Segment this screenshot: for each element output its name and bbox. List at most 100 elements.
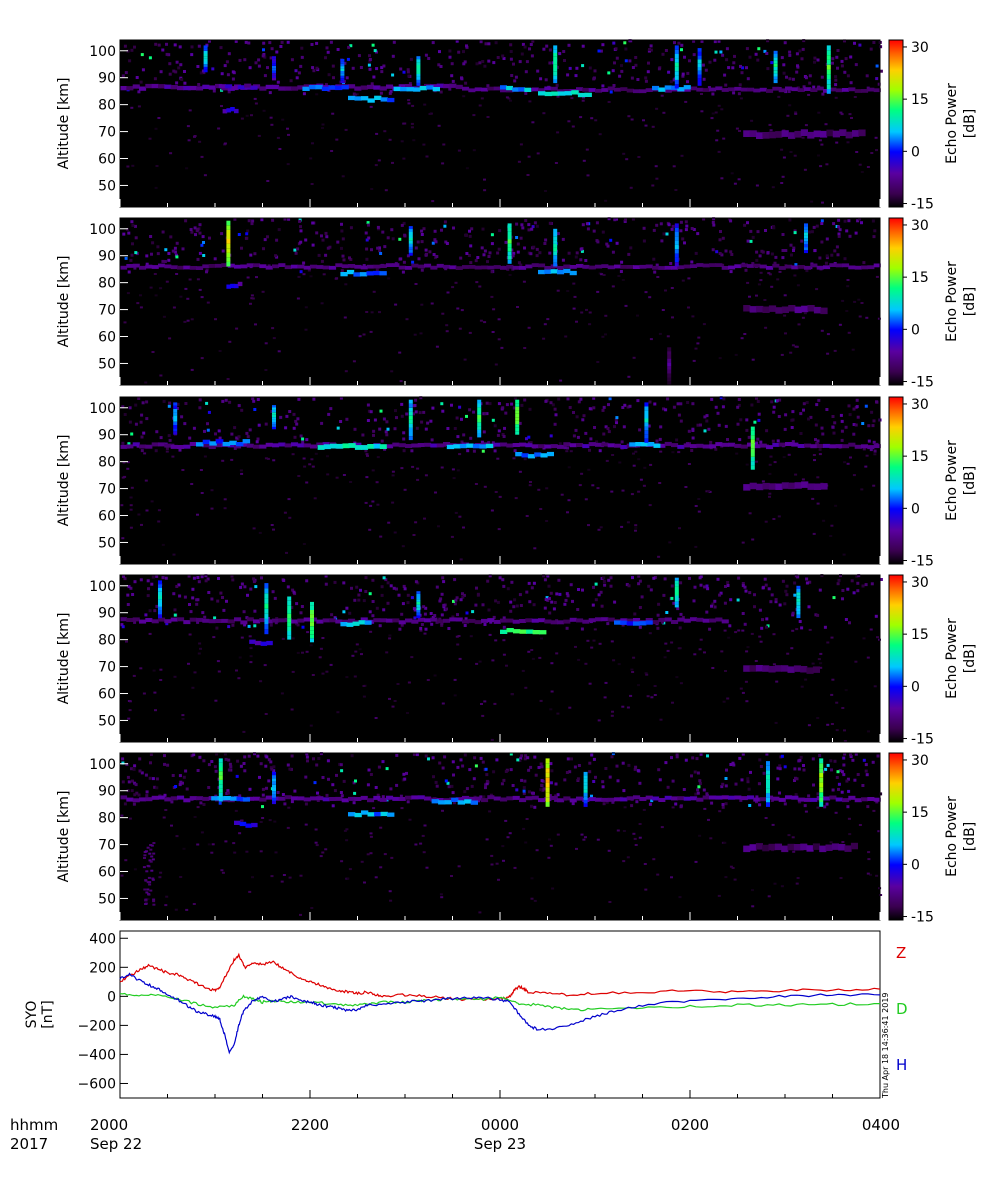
echo-spike [173, 418, 178, 422]
echo-pixel [630, 493, 634, 496]
echo-pixel [200, 296, 204, 299]
echo-pixel [464, 617, 468, 621]
echo-pixel [127, 231, 131, 235]
echo-pixel [807, 417, 810, 421]
echo-pixel [879, 578, 883, 581]
echo-pixel [321, 851, 325, 854]
echo-layer [386, 263, 394, 267]
echo-pixel [408, 82, 412, 86]
echo-layer [189, 617, 197, 622]
echo-layer [813, 130, 821, 138]
echo-layer [341, 619, 349, 624]
echo-pixel [149, 761, 152, 765]
echo-pixel [398, 627, 402, 631]
echo-pixel [858, 163, 862, 166]
echo-pixel [588, 682, 592, 685]
echo-spike [287, 600, 292, 606]
echo-pixel [425, 252, 428, 256]
y-tick-label: 70 [98, 303, 116, 319]
echo-pixel [718, 252, 722, 255]
y-tick-label: 60 [98, 865, 116, 881]
echo-pixel [745, 463, 749, 466]
echo-layer [788, 482, 796, 490]
echo-spike [796, 608, 801, 612]
echo-pixel [846, 777, 850, 781]
echo-pixel [264, 713, 268, 715]
echo-pixel [719, 50, 723, 54]
echo-spike [644, 414, 649, 419]
echo-pixel [767, 587, 771, 591]
echo-pixel [202, 241, 205, 244]
echo-pixel [207, 843, 211, 846]
echo-pixel [331, 64, 335, 68]
echo-pixel [144, 899, 148, 902]
echo-pixel [679, 805, 683, 809]
echo-pixel [330, 150, 334, 152]
echo-pixel [512, 406, 516, 410]
echo-pixel [407, 681, 411, 684]
echo-pixel [456, 613, 459, 617]
echo-layer [810, 797, 818, 802]
echo-spike [515, 424, 520, 428]
echo-pixel [727, 66, 731, 70]
echo-pixel [375, 132, 379, 135]
echo-layer [683, 87, 691, 92]
echo-pixel [528, 47, 531, 51]
echo-pixel [726, 697, 730, 700]
echo-pixel [375, 481, 379, 484]
echo-pixel [856, 581, 860, 585]
echo-layer [690, 264, 698, 268]
echo-pixel [432, 253, 436, 256]
echo-pixel [425, 155, 429, 158]
echo-pixel [266, 180, 270, 182]
echo-layer [747, 795, 755, 800]
echo-pixel [431, 756, 435, 760]
echo-pixel [457, 50, 461, 54]
echo-layer [474, 87, 482, 92]
echo-pixel [120, 504, 124, 507]
echo-pixel [300, 605, 304, 608]
echo-layer [170, 265, 178, 270]
echo-layer [823, 89, 831, 93]
echo-pixel [786, 652, 790, 655]
echo-pixel [369, 105, 373, 108]
echo-layer [230, 283, 235, 289]
echo-pixel [185, 167, 189, 170]
echo-pixel [724, 670, 727, 672]
echo-layer [436, 798, 444, 802]
echo-spike [515, 399, 520, 404]
echo-layer [768, 843, 776, 851]
echo-pixel [205, 401, 209, 405]
echo-pixel [836, 253, 840, 257]
echo-spike [804, 229, 808, 233]
echo-pixel [350, 586, 353, 590]
echo-pixel [755, 800, 758, 804]
echo-layer [797, 88, 805, 92]
echo-spike [644, 402, 649, 407]
echo-spike [826, 45, 831, 51]
y-axis-label: Altitude [km] [56, 613, 72, 705]
echo-layer [812, 843, 820, 850]
echo-pixel [201, 235, 205, 239]
echo-pixel [877, 317, 881, 320]
echo-pixel [487, 59, 491, 63]
echo-pixel [255, 276, 258, 279]
echo-layer [696, 263, 704, 267]
echo-pixel [435, 345, 439, 348]
echo-pixel [228, 762, 232, 766]
echo-pixel [410, 449, 414, 453]
echo-layer [170, 796, 178, 801]
echo-pixel [815, 224, 819, 228]
echo-layer [544, 444, 552, 449]
echo-pixel [391, 54, 395, 58]
echo-pixel [707, 427, 711, 431]
y-tick-label: 90 [98, 606, 116, 622]
echo-pixel [624, 304, 628, 307]
echo-pixel [205, 268, 209, 272]
echo-layer [226, 284, 231, 289]
echo-layer [208, 619, 216, 624]
echo-pixel [671, 224, 675, 228]
echo-spike [272, 407, 276, 410]
echo-pixel [755, 250, 759, 254]
echo-pixel [145, 254, 149, 258]
